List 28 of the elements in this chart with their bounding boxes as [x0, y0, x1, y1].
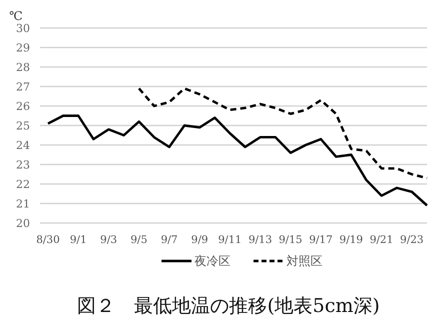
x-tick-label: 9/19	[339, 234, 363, 246]
x-tick-label: 9/5	[130, 234, 148, 246]
y-axis-title: ℃	[9, 9, 23, 23]
x-tick-label: 9/13	[248, 234, 272, 246]
legend-label: 夜冷区	[194, 254, 230, 268]
x-tick-label: 9/21	[370, 234, 394, 246]
x-tick-label: 9/3	[100, 234, 118, 246]
x-tick-label: 8/30	[36, 234, 60, 246]
legend-label: 対照区	[286, 254, 322, 268]
x-tick-label: 9/1	[70, 234, 87, 246]
y-tick-label: 23	[16, 158, 30, 172]
x-tick-label: 9/15	[278, 234, 302, 246]
y-tick-label: 24	[16, 139, 30, 152]
y-tick-label: 25	[16, 120, 30, 132]
y-tick-label: 26	[16, 100, 30, 113]
x-tick-label: 9/17	[309, 234, 333, 246]
y-tick-label: 20	[16, 217, 30, 230]
x-tick-label: 9/9	[191, 234, 208, 246]
y-tick-label: 22	[16, 178, 30, 191]
x-tick-label: 9/11	[218, 234, 242, 246]
y-tick-label: 27	[16, 80, 30, 94]
y-tick-label: 29	[16, 42, 30, 54]
x-tick-label: 9/7	[160, 234, 178, 246]
x-tick-label: 9/23	[400, 234, 424, 246]
y-tick-label: 28	[16, 61, 30, 74]
y-tick-label: 30	[16, 22, 30, 35]
text: 図２ 最低地温の推移(地表5cm深)	[77, 295, 380, 317]
y-tick-label: 21	[16, 198, 30, 210]
